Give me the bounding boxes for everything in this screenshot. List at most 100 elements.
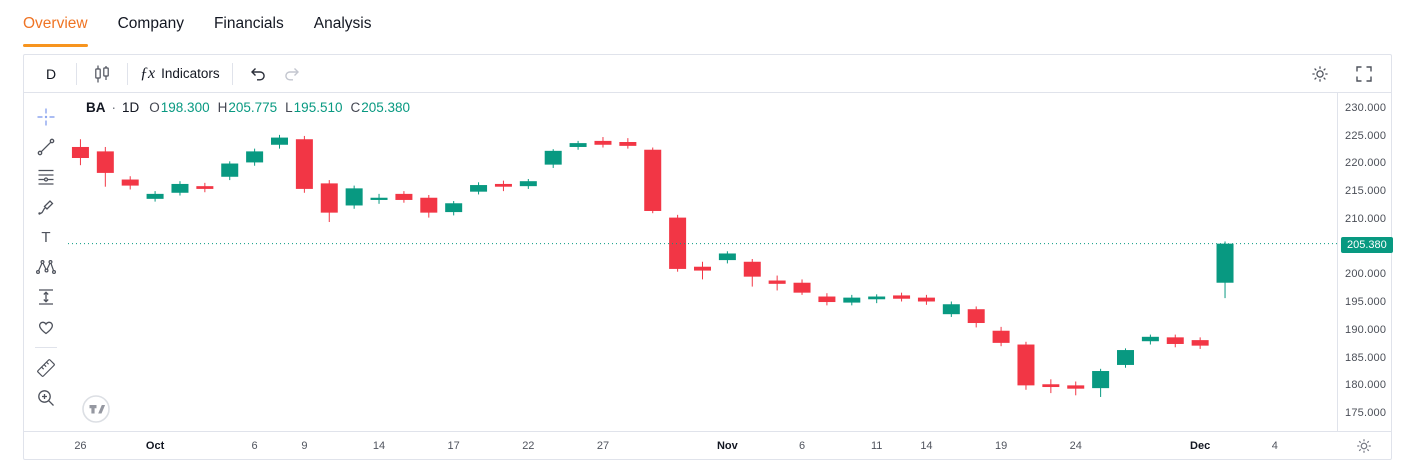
candle-down xyxy=(121,179,139,186)
price-tick: 200.000 xyxy=(1345,268,1387,281)
candle-up xyxy=(445,203,463,213)
candle-down xyxy=(1191,340,1209,346)
price-tick: 210.000 xyxy=(1345,212,1387,225)
candle-up xyxy=(942,304,960,315)
candle-style-icon[interactable] xyxy=(85,60,119,88)
toolbar-separator xyxy=(76,62,77,85)
time-label: 11 xyxy=(870,439,883,452)
legend-ohlc: O198.300 H205.775 L195.510 C205.380 xyxy=(149,100,410,115)
candle-up xyxy=(519,181,537,187)
price-tick: 220.000 xyxy=(1345,157,1387,170)
drawing-toolbar-divider xyxy=(35,347,57,348)
chart-toolbar: D ƒx Indicators xyxy=(24,55,1391,93)
candle-down xyxy=(917,297,935,302)
time-label: Oct xyxy=(145,439,165,452)
candle-up xyxy=(1092,371,1110,389)
svg-text:T: T xyxy=(41,229,50,246)
fullscreen-icon[interactable] xyxy=(1347,60,1381,88)
time-label: Nov xyxy=(716,439,738,452)
fx-icon: ƒx xyxy=(140,64,156,82)
chart-widget: D ƒx Indicators xyxy=(23,54,1393,460)
candle-down xyxy=(619,142,637,146)
prediction-icon[interactable] xyxy=(29,283,63,311)
candle-up xyxy=(221,163,239,177)
chart-plot[interactable]: BA · 1D O198.300 H205.775 L195.510 C205.380 xyxy=(68,93,1337,432)
candle-down xyxy=(1042,384,1060,388)
candle-down xyxy=(669,217,687,269)
price-tick: 175.000 xyxy=(1345,407,1387,420)
toolbar-separator xyxy=(127,62,128,85)
tab-overview[interactable]: Overview xyxy=(23,0,88,48)
emoji-icon[interactable] xyxy=(29,313,63,341)
time-label: 26 xyxy=(74,439,87,452)
candle-down xyxy=(694,266,711,271)
chart-area: T BA · 1D O198.300 H205.775 L195.510 C205.3… xyxy=(24,93,1393,432)
indicators-button[interactable]: ƒx Indicators xyxy=(136,60,224,88)
redo-icon[interactable] xyxy=(275,60,309,88)
fib-retracement-icon[interactable] xyxy=(29,163,63,191)
time-label: 14 xyxy=(920,439,933,452)
price-tick: 230.000 xyxy=(1345,101,1387,114)
price-tick: 215.000 xyxy=(1345,185,1387,198)
candle-down xyxy=(818,296,836,303)
tab-bar: Overview Company Financials Analysis xyxy=(0,0,1401,48)
candle-up xyxy=(1141,336,1159,342)
price-tick: 195.000 xyxy=(1345,296,1387,309)
candle-down xyxy=(644,149,662,211)
candle-down xyxy=(494,183,512,187)
candle-down xyxy=(1166,337,1184,344)
interval-button[interactable]: D xyxy=(45,65,57,82)
legend-interval: 1D xyxy=(122,100,140,115)
tab-financials[interactable]: Financials xyxy=(213,15,284,32)
undo-icon[interactable] xyxy=(241,60,275,88)
drawing-toolbar: T xyxy=(24,93,68,432)
time-label: 24 xyxy=(1069,439,1082,452)
candle-up xyxy=(843,297,861,303)
last-price-badge: 205.380 xyxy=(1341,236,1393,253)
trend-line-icon[interactable] xyxy=(29,133,63,161)
time-label-list: 26 Oct 6 9 14 17 22 27 Nov 6 11 14 19 24 Dec 4 xyxy=(68,432,1337,459)
candle-down xyxy=(743,261,761,277)
time-label: Dec xyxy=(1190,439,1211,452)
legend-h-value: H205.775 xyxy=(217,100,278,115)
tab-analysis[interactable]: Analysis xyxy=(313,15,372,32)
settings-gear-icon[interactable] xyxy=(1303,60,1337,88)
candlestick-chart[interactable] xyxy=(68,93,1337,432)
candle-down xyxy=(96,151,114,173)
brush-icon[interactable] xyxy=(29,193,63,221)
candle-up xyxy=(569,143,587,147)
time-label: 9 xyxy=(301,439,308,452)
candle-down xyxy=(320,183,338,213)
candle-down xyxy=(768,280,786,284)
candle-down xyxy=(196,186,214,189)
candle-down xyxy=(1067,385,1085,389)
candle-up xyxy=(1117,350,1134,365)
legend-symbol[interactable]: BA xyxy=(86,100,106,115)
time-axis[interactable]: 26 Oct 6 9 14 17 22 27 Nov 6 11 14 19 24 Dec 4 xyxy=(24,431,1391,459)
legend-o-value: O198.300 xyxy=(149,100,210,115)
candle-up xyxy=(544,150,562,165)
candle-down xyxy=(1017,344,1035,386)
price-tick: 190.000 xyxy=(1345,323,1387,336)
legend-c-value: C205.380 xyxy=(350,100,411,115)
time-label: 4 xyxy=(1271,439,1278,452)
xabcd-pattern-icon[interactable] xyxy=(29,253,63,281)
time-label: 6 xyxy=(251,439,258,452)
candle-up xyxy=(868,296,886,300)
zoom-in-icon[interactable] xyxy=(29,384,63,412)
candle-down xyxy=(992,330,1010,343)
time-label: 17 xyxy=(447,439,460,452)
time-axis-settings-icon[interactable] xyxy=(1356,438,1372,454)
price-axis[interactable]: 230.000225.000220.000215.000210.000205.0… xyxy=(1337,93,1393,432)
candle-up xyxy=(345,188,363,206)
indicators-label: Indicators xyxy=(161,66,220,81)
time-label: 22 xyxy=(522,439,535,452)
tab-company[interactable]: Company xyxy=(117,15,184,32)
text-icon[interactable]: T xyxy=(29,223,63,251)
candle-up xyxy=(1216,243,1234,283)
tradingview-logo[interactable] xyxy=(81,394,111,424)
ruler-icon[interactable] xyxy=(29,354,63,382)
crosshair-icon[interactable] xyxy=(29,103,63,131)
candle-up xyxy=(171,183,189,193)
candle-up xyxy=(370,197,388,200)
